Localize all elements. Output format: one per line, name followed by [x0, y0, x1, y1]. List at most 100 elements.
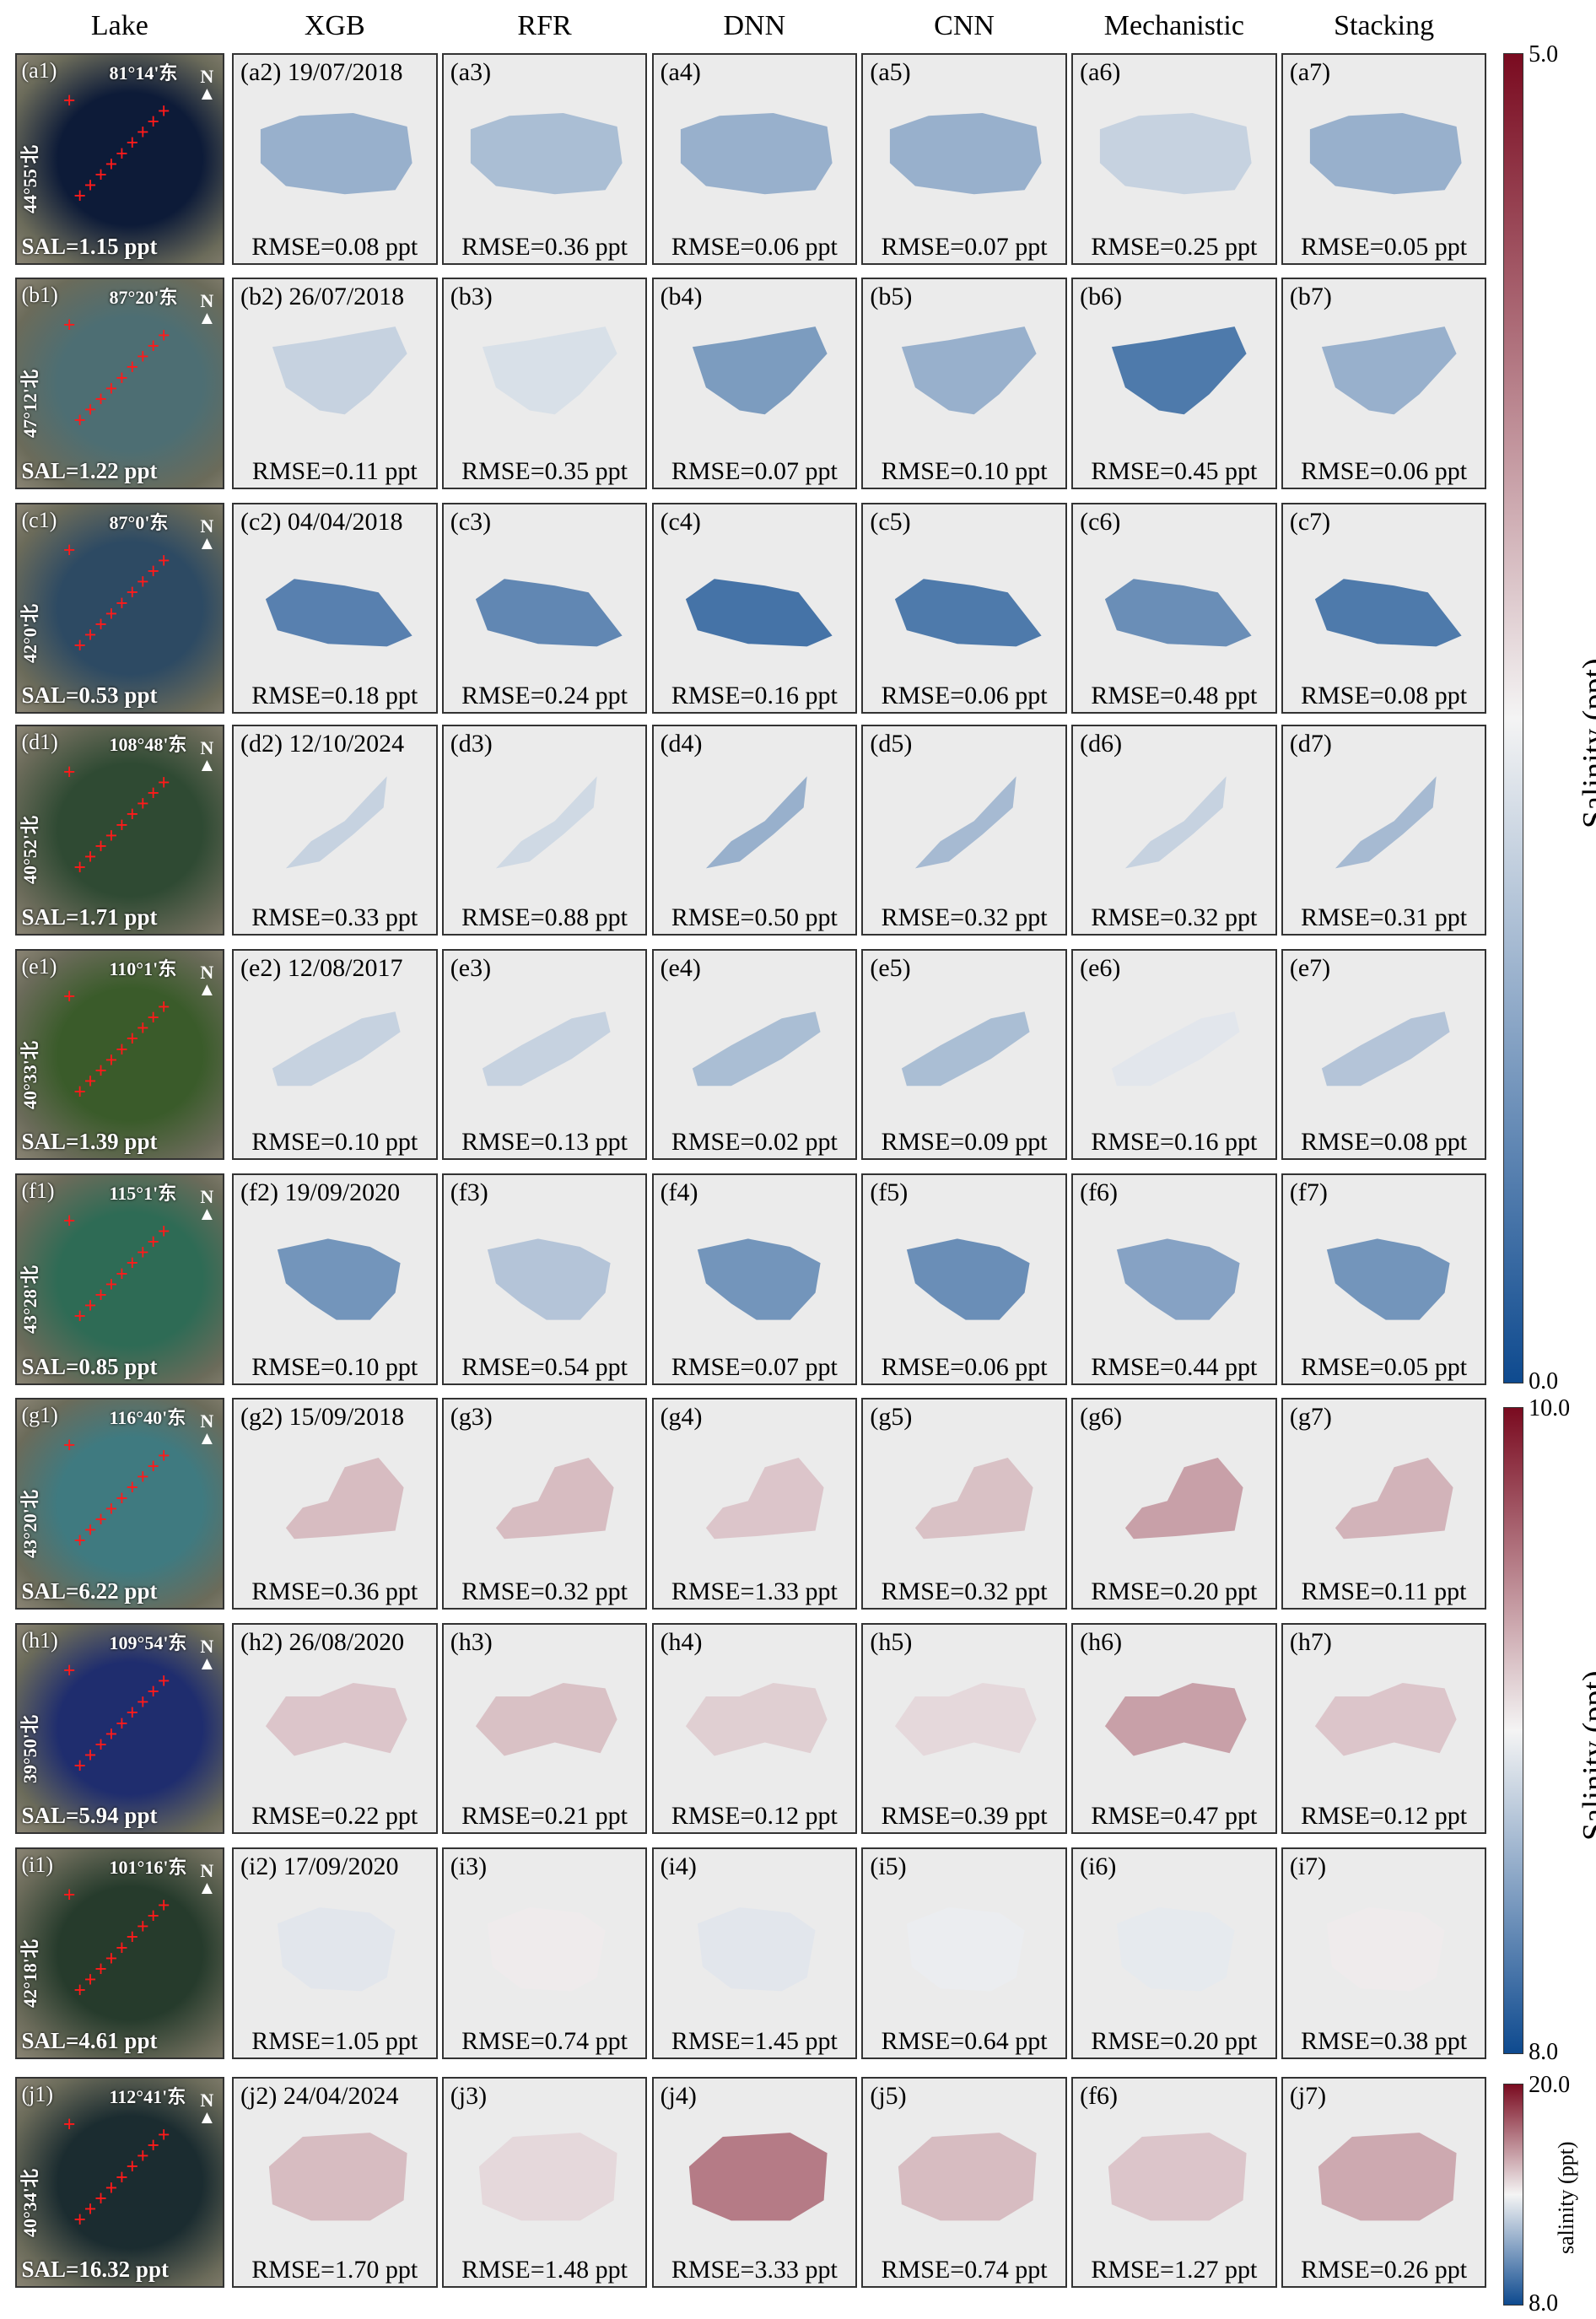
panel-label: (i5) — [870, 1853, 907, 1881]
panel-label: (j7) — [1289, 2081, 1327, 2110]
north-arrow-icon: N ▲ — [197, 736, 217, 775]
map-panel-rfr: (d3) RMSE=0.88 ppt — [441, 724, 648, 936]
map-panel-cnn: (b5) RMSE=0.10 ppt — [861, 278, 1067, 489]
rmse-label: RMSE=0.05 ppt — [1301, 1352, 1468, 1381]
lake-salinity-surface — [1124, 775, 1227, 868]
sample-point-marker: + — [136, 2144, 148, 2168]
lake-salinity-surface — [898, 2132, 1037, 2221]
rmse-label: RMSE=0.10 ppt — [881, 456, 1048, 485]
panel-label: (h2) 26/08/2020 — [240, 1627, 405, 1656]
column-header-lake: Lake — [90, 10, 148, 41]
sample-point-marker: + — [73, 1977, 86, 2002]
sample-point-marker: + — [136, 1914, 148, 1939]
lake-salinity-surface — [495, 1458, 614, 1540]
panel-label: (f2) 19/09/2020 — [240, 1178, 401, 1207]
sample-point-marker: + — [157, 1219, 170, 1243]
panel-label: (f6) — [1080, 1178, 1119, 1207]
sample-point-marker: + — [73, 408, 86, 433]
satellite-label: (e1) — [21, 953, 57, 979]
panel-label: (c6) — [1080, 507, 1121, 536]
rmse-label: RMSE=1.45 ppt — [671, 2026, 838, 2055]
salinity-map — [902, 326, 1037, 415]
sample-point-marker: + — [62, 2111, 75, 2136]
lake-salinity-surface — [907, 1238, 1030, 1320]
salinity-map — [692, 1011, 821, 1087]
salinity-map — [285, 1458, 404, 1540]
latitude-label: 42°18'北 — [19, 1939, 40, 2008]
panel-label: (e7) — [1289, 953, 1331, 982]
sample-point-marker: + — [157, 1893, 170, 1917]
salinity-map — [705, 775, 807, 868]
map-panel-mechanistic: (e6) RMSE=0.16 ppt — [1071, 948, 1277, 1161]
panel-label: (f5) — [870, 1178, 909, 1207]
salinity-map — [1326, 1238, 1450, 1320]
observed-salinity: SAL=1.22 ppt — [21, 457, 158, 483]
panel-label: (a6) — [1080, 58, 1121, 87]
sample-point-marker: + — [94, 1282, 107, 1307]
rmse-label: RMSE=3.33 ppt — [671, 2256, 838, 2284]
panel-label: (e6) — [1080, 953, 1121, 982]
map-panel-mechanistic: (f6) RMSE=1.27 ppt — [1071, 2076, 1277, 2289]
lake-salinity-surface — [285, 1458, 404, 1540]
colorbar-max-label: 10.0 — [1529, 1394, 1571, 1421]
panel-label: (j4) — [660, 2081, 697, 2110]
sample-point-marker: + — [115, 1711, 127, 1735]
sample-points: ++++++++++ — [62, 537, 170, 657]
salinity-map — [1334, 1458, 1453, 1540]
sample-point-marker: + — [157, 324, 170, 348]
lake-salinity-surface — [487, 1238, 611, 1320]
lake-salinity-surface — [1314, 1682, 1457, 1756]
lake-salinity-surface — [1116, 1238, 1240, 1320]
sample-point-marker: + — [105, 1722, 117, 1746]
sample-point-marker: + — [94, 612, 107, 636]
sample-point-marker: + — [115, 591, 127, 615]
rmse-label: RMSE=0.11 ppt — [1301, 1577, 1467, 1605]
panel-label: (c7) — [1289, 507, 1331, 536]
salinity-map — [1314, 578, 1462, 647]
lake-salinity-surface — [1321, 1011, 1450, 1087]
lake-salinity-surface — [902, 1011, 1030, 1087]
panel-label: (j2) 24/04/2024 — [240, 2081, 399, 2110]
sample-point-marker: + — [157, 1669, 170, 1693]
satellite-label: (i1) — [21, 1853, 54, 1878]
salinity-map — [1104, 578, 1252, 647]
lake-salinity-surface — [1111, 326, 1247, 415]
sample-point-marker: + — [157, 548, 170, 573]
rmse-label: RMSE=0.08 ppt — [1301, 1128, 1468, 1157]
salinity-map — [260, 113, 412, 195]
rmse-label: RMSE=0.48 ppt — [1091, 682, 1258, 710]
map-panel-mechanistic: (b6) RMSE=0.45 ppt — [1071, 278, 1277, 489]
lake-salinity-surface — [1104, 578, 1252, 647]
rmse-label: RMSE=0.88 ppt — [461, 903, 628, 932]
rmse-label: RMSE=0.36 ppt — [461, 232, 628, 261]
salinity-map — [705, 1458, 824, 1540]
lake-salinity-surface — [1104, 1682, 1247, 1756]
sample-point-marker: + — [136, 1690, 148, 1714]
sample-point-marker: + — [73, 1529, 86, 1553]
satellite-label: (g1) — [21, 1403, 58, 1428]
sample-point-marker: + — [126, 1475, 138, 1500]
satellite-image-6: + + + + + + + + + + (g1) 116°40'东 43°20'北 N ▲ SAL=6.22… — [14, 1398, 225, 1610]
map-panel-cnn: (h5) RMSE=0.39 ppt — [861, 1622, 1067, 1835]
map-panel-cnn: (g5) RMSE=0.32 ppt — [861, 1398, 1067, 1610]
salinity-map — [1099, 113, 1252, 195]
rmse-label: RMSE=0.02 ppt — [671, 1128, 838, 1157]
north-arrow-icon: N ▲ — [197, 66, 217, 105]
sample-point-marker: + — [126, 1701, 138, 1725]
map-panel-mechanistic: (f6) RMSE=0.44 ppt — [1071, 1173, 1277, 1385]
rmse-label: RMSE=0.20 ppt — [1091, 1577, 1258, 1605]
satellite-label: (c1) — [21, 507, 57, 532]
sample-point-marker: + — [115, 366, 127, 391]
longitude-label: 81°14'东 — [109, 62, 178, 84]
map-panel-dnn: (g4) RMSE=1.33 ppt — [651, 1398, 858, 1610]
longitude-label: 109°54'东 — [109, 1631, 187, 1653]
map-panel-mechanistic: (a6) RMSE=0.25 ppt — [1071, 53, 1277, 265]
map-panel-stacking: (a7) RMSE=0.05 ppt — [1281, 53, 1487, 265]
salinity-map — [277, 1238, 401, 1320]
rmse-label: RMSE=0.07 ppt — [671, 1352, 838, 1381]
lake-salinity-surface — [1111, 1011, 1240, 1087]
lake-salinity-surface — [1321, 326, 1457, 415]
map-panel-mechanistic: (c6) RMSE=0.48 ppt — [1071, 502, 1277, 715]
sample-point-marker: + — [62, 1209, 75, 1233]
map-panel-xgb: (e2) 12/08/2017 RMSE=0.10 ppt — [232, 948, 438, 1161]
